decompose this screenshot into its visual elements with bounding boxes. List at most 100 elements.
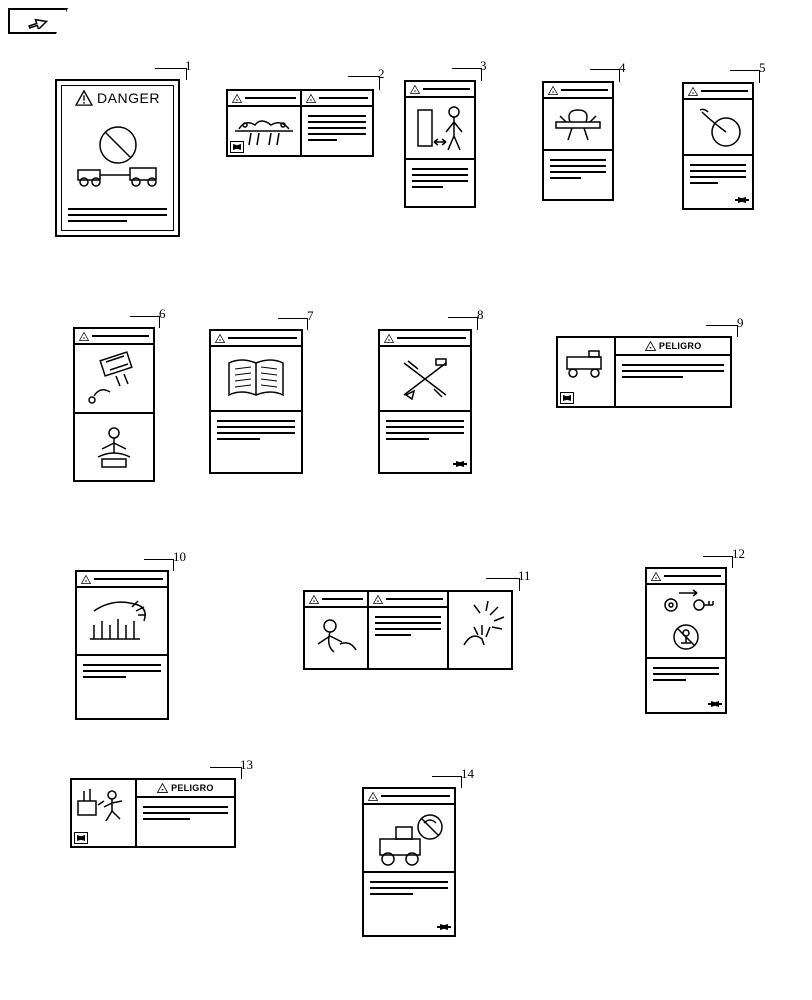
decal-14 xyxy=(362,787,456,937)
decal-text xyxy=(369,608,447,668)
pictogram-person-distance xyxy=(406,98,474,160)
pictogram-tractor-nopass xyxy=(62,110,173,200)
callout-number: 1 xyxy=(185,58,192,74)
pictogram-thrown-person xyxy=(72,780,135,830)
decal-header xyxy=(406,82,474,98)
decal-text xyxy=(211,412,301,472)
warning-icon xyxy=(81,575,91,584)
warning-icon xyxy=(79,332,89,341)
warning-icon xyxy=(548,86,558,95)
decal-text xyxy=(616,356,730,406)
callout-number: 12 xyxy=(732,546,745,562)
decal-8 xyxy=(378,329,472,474)
danger-word: DANGER xyxy=(97,90,160,106)
decal-text xyxy=(684,156,752,208)
pictogram-key-lockout xyxy=(647,585,725,659)
decal-right-panel: PELIGRO xyxy=(616,338,730,406)
page-tab xyxy=(8,8,68,34)
decal-10 xyxy=(75,570,169,720)
leader-line xyxy=(155,68,187,80)
manual-icon xyxy=(230,141,244,153)
warning-icon xyxy=(384,334,394,343)
decal-header xyxy=(364,789,454,805)
pictogram-hand-injury xyxy=(77,588,167,656)
peligro-word: PELIGRO xyxy=(171,783,214,793)
callout-number: 11 xyxy=(518,568,531,584)
decal-header xyxy=(75,329,153,345)
decal-text xyxy=(544,151,612,200)
callout-number: 5 xyxy=(759,60,766,76)
decal-center-panel xyxy=(367,592,449,668)
decal-left-panel xyxy=(305,592,367,668)
peligro-word: PELIGRO xyxy=(659,341,702,351)
decal-9: PELIGRO xyxy=(556,336,732,408)
warning-icon xyxy=(215,334,225,343)
leader-line xyxy=(348,76,380,90)
decal-text xyxy=(302,107,372,155)
decal-12 xyxy=(645,567,727,714)
decal-header xyxy=(211,331,301,347)
leader-line xyxy=(278,318,308,330)
decal-header: DANGER xyxy=(62,86,173,110)
leader-line xyxy=(130,316,160,328)
decal-6 xyxy=(73,327,155,482)
warning-icon xyxy=(232,94,242,103)
leader-line xyxy=(486,578,520,591)
callout-number: 7 xyxy=(307,308,314,324)
leader-line xyxy=(452,68,482,81)
decal-4 xyxy=(542,81,614,201)
decal-text xyxy=(364,873,454,935)
decal-text xyxy=(62,200,173,230)
pictogram-entangle-wheel xyxy=(684,100,752,156)
leader-line xyxy=(706,325,738,337)
callout-number: 2 xyxy=(378,66,385,82)
pictogram-machine-side xyxy=(558,338,614,390)
manual-icon xyxy=(453,463,467,465)
decal-header xyxy=(684,84,752,100)
pictogram-falling-load xyxy=(75,345,153,414)
warning-icon xyxy=(309,595,319,604)
leader-line xyxy=(448,317,478,330)
decal-13: PELIGRO xyxy=(70,778,236,848)
decal-left-icon-panel xyxy=(72,780,137,846)
warning-icon xyxy=(306,94,316,103)
decal-header xyxy=(305,592,367,608)
callout-number: 6 xyxy=(159,306,166,322)
decal-header xyxy=(647,569,725,585)
decal-text xyxy=(647,659,725,712)
warning-icon xyxy=(688,87,698,96)
warning-icon xyxy=(373,595,383,604)
manual-icon xyxy=(560,392,574,404)
tractor-nopass-icon xyxy=(68,120,168,190)
manual-icon xyxy=(437,926,451,928)
manual-icon xyxy=(74,832,88,844)
leader-line xyxy=(703,556,733,568)
decal-header xyxy=(369,592,447,608)
callout-number: 10 xyxy=(173,549,186,565)
pictogram-operator-seat xyxy=(75,414,153,481)
leader-line xyxy=(730,70,760,83)
pictogram-roller-rollover xyxy=(364,805,454,873)
warning-icon xyxy=(651,572,661,581)
decal-7 xyxy=(209,329,303,474)
decal-text xyxy=(137,798,234,846)
leader-line xyxy=(590,69,620,82)
pictogram-no-tools xyxy=(380,347,470,412)
arrow-icon xyxy=(26,13,50,29)
decal-2 xyxy=(226,89,374,157)
decal-text xyxy=(406,160,474,206)
callout-number: 4 xyxy=(619,60,626,76)
pictogram-crush-body xyxy=(544,99,612,151)
warning-icon xyxy=(75,90,93,106)
callout-number: 9 xyxy=(737,315,744,331)
warning-icon xyxy=(645,341,656,351)
leader-line xyxy=(144,559,174,571)
decal-5 xyxy=(682,82,754,210)
decal-left-icon-panel xyxy=(558,338,616,406)
manual-icon xyxy=(708,703,722,705)
warning-icon xyxy=(410,85,420,94)
decal-right-panel: PELIGRO xyxy=(137,780,234,846)
decal-3 xyxy=(404,80,476,208)
warning-icon xyxy=(157,783,168,793)
decal-header xyxy=(380,331,470,347)
